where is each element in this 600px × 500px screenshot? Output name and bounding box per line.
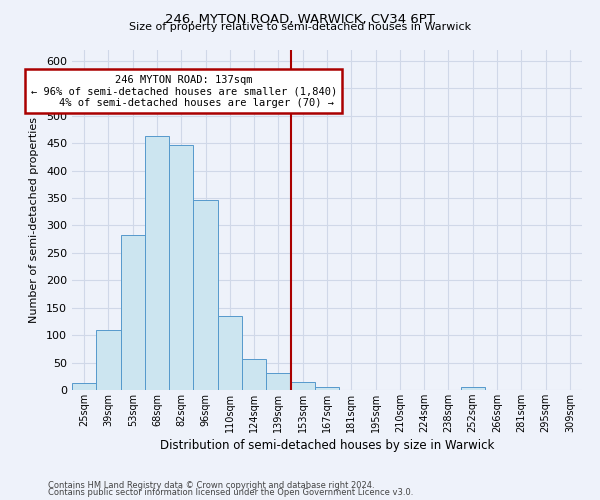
Bar [72,383,96,390]
Bar [145,136,169,390]
Text: Contains public sector information licensed under the Open Government Licence v3: Contains public sector information licen… [48,488,413,497]
Bar [242,358,266,390]
Bar [193,200,218,390]
Text: 246, MYTON ROAD, WARWICK, CV34 6PT: 246, MYTON ROAD, WARWICK, CV34 6PT [165,12,435,26]
Text: Size of property relative to semi-detached houses in Warwick: Size of property relative to semi-detach… [129,22,471,32]
Bar [169,145,193,390]
Y-axis label: Number of semi-detached properties: Number of semi-detached properties [29,117,39,323]
Bar [96,330,121,390]
Text: Contains HM Land Registry data © Crown copyright and database right 2024.: Contains HM Land Registry data © Crown c… [48,480,374,490]
Bar [121,235,145,390]
Bar [461,388,485,390]
Bar [218,316,242,390]
Bar [266,373,290,390]
Bar [315,388,339,390]
X-axis label: Distribution of semi-detached houses by size in Warwick: Distribution of semi-detached houses by … [160,439,494,452]
Text: 246 MYTON ROAD: 137sqm    
← 96% of semi-detached houses are smaller (1,840)
   : 246 MYTON ROAD: 137sqm ← 96% of semi-det… [31,74,337,108]
Bar [290,382,315,390]
